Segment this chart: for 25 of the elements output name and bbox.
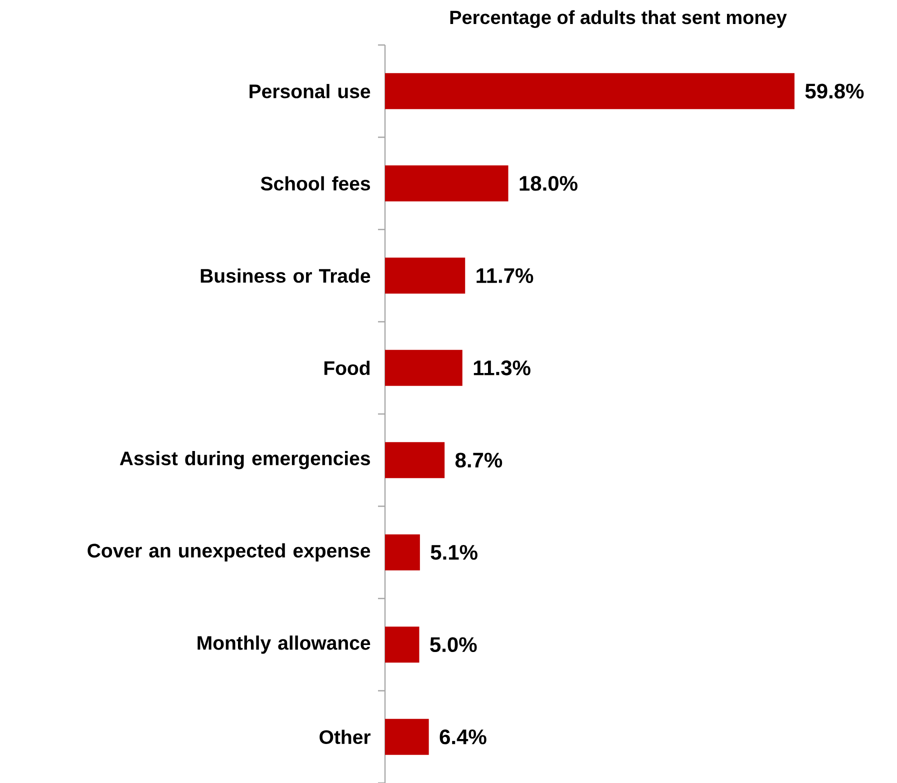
y-tick-label: School fees <box>260 176 370 191</box>
bar <box>385 718 429 755</box>
data-label: 11.7% <box>476 268 534 284</box>
data-label: 5.0% <box>430 637 477 652</box>
y-tick-label: Personal use <box>250 84 370 98</box>
chart-title: Percentage of adults that sent money <box>450 10 787 28</box>
bar <box>385 165 508 202</box>
bar <box>385 442 445 478</box>
bar <box>385 350 462 386</box>
data-label: 11.3% <box>474 360 530 376</box>
bar <box>385 258 466 294</box>
data-label: 5.1% <box>430 544 478 560</box>
bar <box>385 73 794 110</box>
y-tick-label: Cover an unexpected expense <box>88 543 370 562</box>
y-tick-label: Monthly allowance <box>198 636 370 654</box>
y-tick-label: Other <box>320 730 371 744</box>
bar <box>385 626 420 663</box>
y-tick-label: Food <box>324 360 370 376</box>
data-label: 59.8% <box>805 84 864 99</box>
data-label: 8.7% <box>455 452 502 468</box>
y-tick-label: Business or Trade <box>200 268 370 283</box>
data-label: 6.4% <box>440 729 486 744</box>
bar <box>385 534 420 570</box>
data-label: 18.0% <box>520 176 578 191</box>
y-tick-label: Assist during emergencies <box>120 450 370 470</box>
